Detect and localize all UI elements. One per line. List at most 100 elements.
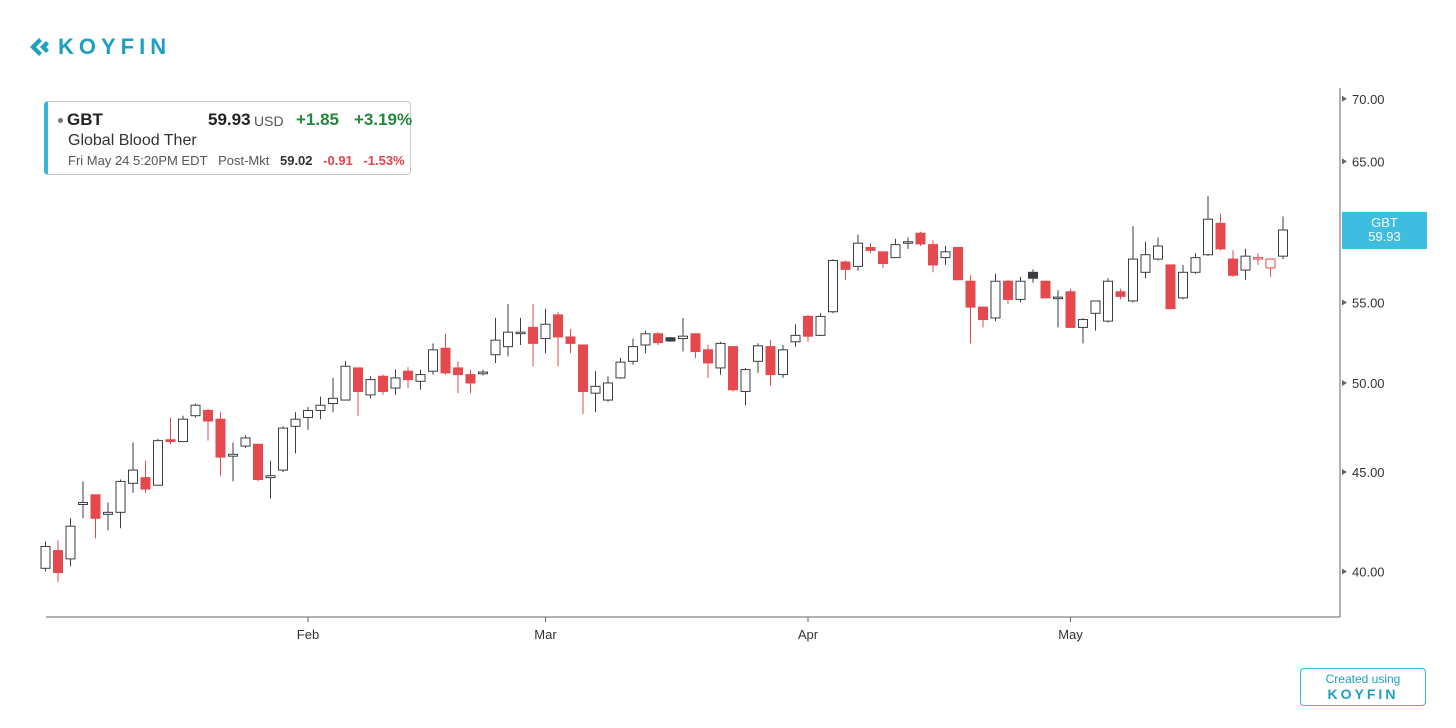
company-name: Global Blood Ther bbox=[68, 132, 197, 149]
price-tag-symbol: GBT bbox=[1371, 215, 1398, 230]
candle-body bbox=[1028, 271, 1038, 279]
logo[interactable]: KOYFIN bbox=[28, 34, 171, 60]
logo-text: KOYFIN bbox=[58, 34, 172, 59]
candle-body bbox=[1003, 280, 1013, 300]
candle-body bbox=[728, 346, 738, 391]
y-tick-mark bbox=[1342, 379, 1347, 386]
y-tick-label: 65.00 bbox=[1352, 154, 1385, 169]
candle-body bbox=[703, 349, 713, 364]
candle-body bbox=[653, 333, 663, 344]
price: 59.93 bbox=[208, 110, 251, 129]
candle-body bbox=[1190, 257, 1201, 273]
x-tick-label: Mar bbox=[534, 627, 557, 642]
candle-body bbox=[1090, 300, 1101, 314]
created-logo: KOYFIN bbox=[1327, 686, 1399, 702]
y-tick-label: 55.00 bbox=[1352, 295, 1385, 310]
candle-body bbox=[365, 379, 376, 396]
candle-body bbox=[65, 525, 76, 560]
candle-body bbox=[1203, 218, 1213, 256]
candle-body bbox=[40, 545, 51, 569]
candle-body bbox=[215, 418, 226, 458]
candle-body bbox=[965, 280, 976, 308]
candle-body bbox=[640, 333, 651, 346]
candle-body bbox=[103, 511, 113, 515]
candle-body bbox=[503, 331, 513, 348]
change-pct: +3.19% bbox=[354, 110, 413, 129]
candle-body bbox=[178, 418, 188, 443]
candle-body bbox=[340, 365, 351, 401]
candle-body bbox=[778, 349, 788, 376]
post-price: 59.02 bbox=[279, 153, 313, 168]
candle-body bbox=[615, 361, 626, 379]
created-label: Created using bbox=[1325, 672, 1401, 686]
candle-body bbox=[1215, 222, 1226, 250]
candle-body bbox=[328, 397, 338, 404]
candle-body bbox=[940, 251, 951, 259]
candle-body bbox=[415, 374, 426, 382]
candle-body bbox=[478, 371, 488, 375]
candle-body bbox=[740, 369, 751, 392]
post-change-pct: -1.53% bbox=[363, 153, 405, 168]
candle-body bbox=[1265, 258, 1276, 269]
candle-body bbox=[278, 427, 288, 471]
candle-body bbox=[553, 314, 563, 338]
candle-body bbox=[490, 339, 501, 356]
timestamp: Fri May 24 5:20PM EDT bbox=[68, 153, 208, 168]
y-tick-mark bbox=[1342, 468, 1347, 475]
candle-body bbox=[815, 315, 826, 336]
candle-body bbox=[1140, 254, 1151, 273]
quote-panel: GBT 59.93 USD +1.85 +3.19% Global Blood … bbox=[44, 101, 412, 175]
candle-body bbox=[390, 377, 401, 389]
candle-body bbox=[578, 344, 588, 392]
candle-body bbox=[1015, 280, 1026, 300]
candle-body bbox=[765, 346, 776, 376]
candle-body bbox=[603, 382, 613, 401]
candle-body bbox=[90, 494, 101, 519]
candle-body bbox=[140, 477, 151, 490]
candle-body bbox=[115, 480, 126, 513]
y-tick-label: 40.00 bbox=[1352, 564, 1385, 579]
candle-body bbox=[1115, 291, 1126, 297]
candle-body bbox=[790, 334, 801, 343]
candle-body bbox=[165, 439, 176, 443]
logo-icon bbox=[30, 38, 49, 56]
y-tick-mark bbox=[1342, 568, 1347, 575]
candle-body bbox=[865, 246, 876, 251]
post-label: Post-Mkt bbox=[218, 153, 270, 168]
candle-body bbox=[753, 345, 763, 362]
candle-body bbox=[628, 346, 638, 362]
candle-body bbox=[590, 385, 601, 394]
candle-body bbox=[1103, 280, 1113, 322]
y-tick-mark bbox=[1342, 158, 1347, 165]
currency: USD bbox=[254, 113, 284, 129]
x-tick-label: May bbox=[1058, 627, 1083, 642]
y-tick-label: 45.00 bbox=[1352, 465, 1385, 480]
candle-body bbox=[828, 260, 838, 313]
candle-body bbox=[690, 333, 701, 352]
y-tick-mark bbox=[1342, 299, 1347, 306]
price-tag-value: 59.93 bbox=[1368, 229, 1401, 244]
symbol: GBT bbox=[67, 110, 103, 129]
candle-body bbox=[928, 244, 938, 266]
candle-body bbox=[440, 347, 451, 374]
candle-body bbox=[853, 242, 863, 267]
x-tick-label: Feb bbox=[297, 627, 319, 642]
created-badge[interactable]: Created using KOYFIN bbox=[1300, 668, 1426, 706]
candle-body bbox=[290, 418, 301, 427]
candle-body bbox=[1153, 245, 1163, 260]
candle-body bbox=[890, 244, 901, 259]
candle-body bbox=[1253, 257, 1263, 260]
y-tick-label: 70.00 bbox=[1352, 92, 1385, 107]
candle-body bbox=[1040, 280, 1051, 299]
quote-row: GBT 59.93 USD +1.85 +3.19% bbox=[58, 110, 412, 130]
candle-body bbox=[378, 375, 388, 392]
candle-body bbox=[153, 440, 163, 486]
candle-body bbox=[1228, 258, 1238, 276]
candle-body bbox=[878, 251, 888, 264]
candle-body bbox=[978, 306, 988, 321]
candle-body bbox=[465, 374, 476, 384]
post-market-row: Fri May 24 5:20PM EDT Post-Mkt 59.02 -0.… bbox=[68, 153, 412, 168]
candle-body bbox=[540, 323, 551, 340]
